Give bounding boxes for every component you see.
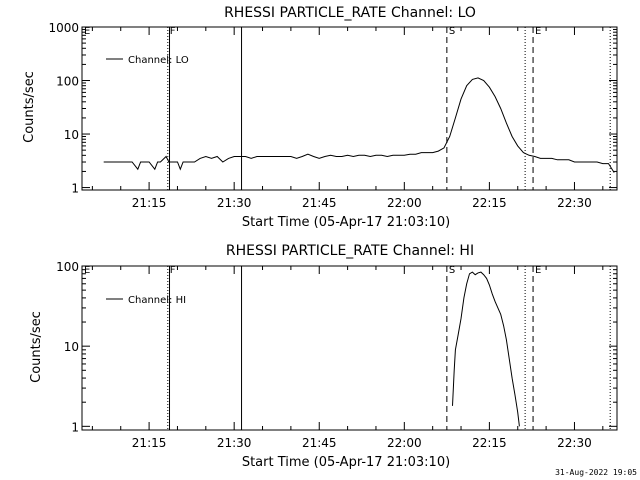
x-tick-label-lo: 21:30 bbox=[217, 196, 252, 210]
flag-label-lo: E bbox=[84, 26, 90, 37]
plot-frame-hi bbox=[81, 265, 618, 431]
y-tick-label-lo: 1 bbox=[71, 182, 79, 196]
series-line-hi bbox=[452, 271, 520, 427]
y-tick-label-lo: 100 bbox=[56, 75, 79, 89]
x-tick-label-hi: 21:30 bbox=[217, 436, 252, 450]
y-axis-label-lo: Counts/sec bbox=[22, 71, 37, 143]
y-tick-label-hi: 100 bbox=[56, 260, 79, 274]
series-line-lo bbox=[103, 77, 615, 173]
x-tick-label-hi: 21:45 bbox=[302, 436, 337, 450]
plot-frame-lo bbox=[81, 26, 618, 191]
lo-channel-panel: RHESSI PARTICLE_RATE Channel: LO Counts/… bbox=[22, 5, 618, 230]
x-tick-label-hi: 22:00 bbox=[387, 436, 422, 450]
y-tick-label-hi: 1 bbox=[71, 420, 79, 434]
flag-label-hi: F bbox=[170, 265, 176, 276]
x-axis-label-hi: Start Time (05-Apr-17 21:03:10) bbox=[242, 455, 450, 470]
x-tick-label-lo: 22:00 bbox=[387, 196, 422, 210]
legend-label-lo: Channel: LO bbox=[128, 55, 189, 66]
generation-timestamp: 31-Aug-2022 19:05 bbox=[555, 468, 637, 477]
x-tick-label-lo: 21:15 bbox=[132, 196, 167, 210]
x-tick-label-hi: 22:30 bbox=[557, 436, 592, 450]
x-tick-label-lo: 22:30 bbox=[557, 196, 592, 210]
flag-label-hi: E bbox=[84, 265, 90, 276]
legend-label-hi: Channel: HI bbox=[128, 295, 186, 306]
x-axis-label-lo: Start Time (05-Apr-17 21:03:10) bbox=[242, 215, 450, 230]
y-axis-label-hi: Counts/sec bbox=[29, 311, 44, 383]
x-tick-label-lo: 22:15 bbox=[472, 196, 507, 210]
hi-channel-panel: RHESSI PARTICLE_RATE Channel: HI Counts/… bbox=[29, 243, 618, 470]
y-tick-label-lo: 10 bbox=[64, 128, 79, 142]
flag-label-lo: F bbox=[170, 26, 176, 37]
flag-label-lo: E bbox=[535, 26, 541, 37]
flag-label-hi: S bbox=[449, 265, 455, 276]
flag-label-hi: E bbox=[535, 265, 541, 276]
flag-label-lo: S bbox=[449, 26, 455, 37]
x-tick-label-hi: 21:15 bbox=[132, 436, 167, 450]
chart-title-hi: RHESSI PARTICLE_RATE Channel: HI bbox=[226, 243, 474, 259]
x-tick-label-hi: 22:15 bbox=[472, 436, 507, 450]
y-tick-label-lo: 1000 bbox=[48, 21, 79, 35]
chart-title-lo: RHESSI PARTICLE_RATE Channel: LO bbox=[224, 5, 476, 21]
y-tick-label-hi: 10 bbox=[64, 340, 79, 354]
x-tick-label-lo: 21:45 bbox=[302, 196, 337, 210]
legend-lo: Channel: LO bbox=[106, 55, 189, 66]
legend-hi: Channel: HI bbox=[106, 295, 186, 306]
